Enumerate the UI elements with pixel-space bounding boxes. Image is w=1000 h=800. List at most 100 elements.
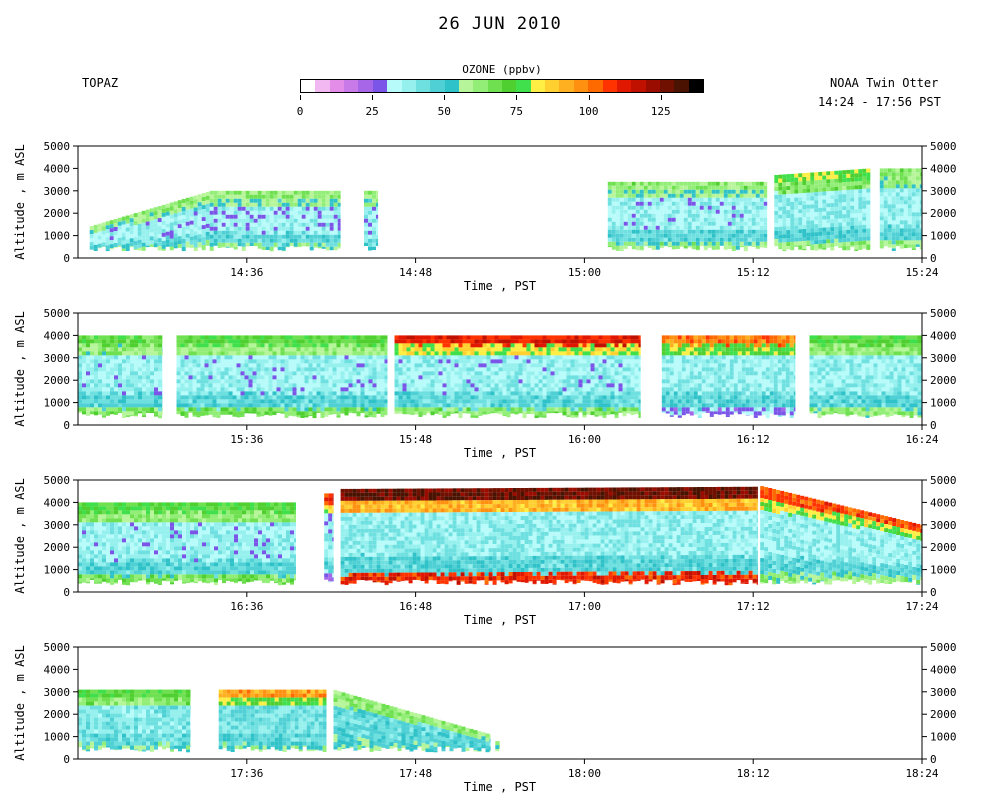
heatmap-cells: [89, 168, 922, 252]
x-tick-label: 15:48: [399, 433, 432, 446]
x-tick-label: 15:24: [905, 266, 938, 279]
y-tick-label-right: 1000: [930, 397, 957, 410]
x-tick-label: 16:12: [737, 433, 770, 446]
y-tick-label-left: 4000: [44, 496, 71, 509]
y-axis-label: Altitude , m ASL: [13, 311, 27, 427]
colorbar-swatch-21: [602, 80, 617, 92]
y-tick-label-right: 4000: [930, 496, 957, 509]
y-tick-label-right: 5000: [930, 641, 957, 654]
x-axis-label: Time , PST: [464, 780, 536, 794]
heatmap-cells: [78, 689, 500, 753]
colorbar-swatch-7: [401, 80, 416, 92]
y-tick-label-right: 4000: [930, 663, 957, 676]
colorbar-swatch-12: [473, 80, 488, 92]
chart-panel-1: 0 0 1000 1000 2000 2000 3000 3000 4000 4000 5000 50…: [13, 140, 957, 293]
y-tick-label-left: 1000: [44, 564, 71, 577]
y-tick-label-right: 5000: [930, 307, 957, 320]
chart-panel-2: 0 0 1000 1000 2000 2000 3000 3000 4000 4000 5000 50…: [13, 307, 957, 460]
y-tick-label-left: 3000: [44, 352, 71, 365]
y-tick-label-left: 0: [63, 753, 70, 766]
colorbar-swatch-25: [659, 80, 675, 92]
colorbar-swatch-8: [415, 80, 431, 92]
y-tick-label-left: 2000: [44, 708, 71, 721]
x-tick-label: 18:00: [568, 767, 601, 780]
colorbar-swatch-9: [430, 80, 445, 92]
x-tick-label: 15:36: [230, 433, 263, 446]
colorbar-tick-mark: [372, 95, 374, 100]
colorbar-swatch-26: [674, 80, 689, 92]
x-axis-label: Time , PST: [464, 446, 536, 460]
y-tick-label-right: 0: [930, 753, 937, 766]
plot-frame: [77, 479, 923, 593]
y-tick-label-left: 5000: [44, 140, 71, 153]
x-tick-label: 16:48: [399, 600, 432, 613]
x-tick-label: 16:00: [568, 433, 601, 446]
y-tick-label-right: 5000: [930, 474, 957, 487]
colorbar-tick-mark: [588, 95, 590, 100]
y-tick-label-right: 3000: [930, 519, 957, 532]
colorbar-swatch-18: [559, 80, 574, 92]
y-tick-label-left: 5000: [44, 474, 71, 487]
x-tick-label: 15:00: [568, 266, 601, 279]
x-tick-label: 18:12: [737, 767, 770, 780]
colorbar: [300, 79, 704, 93]
x-tick-label: 17:36: [230, 767, 263, 780]
colorbar-tick-mark: [300, 95, 301, 100]
colorbar-swatch-2: [329, 80, 345, 92]
y-tick-label-right: 2000: [930, 207, 957, 220]
colorbar-tick-label: 125: [650, 105, 671, 118]
x-tick-label: 16:24: [905, 433, 938, 446]
y-tick-label-left: 2000: [44, 374, 71, 387]
platform-label: NOAA Twin Otter: [830, 76, 939, 90]
y-tick-label-left: 0: [63, 586, 70, 599]
y-tick-label-right: 0: [930, 419, 937, 432]
colorbar-swatch-20: [588, 80, 603, 92]
colorbar-swatch-16: [530, 80, 546, 92]
y-tick-label-left: 2000: [44, 207, 71, 220]
chart-panel-4: 0 0 1000 1000 2000 2000 3000 3000 4000 4000 5000 50…: [13, 641, 957, 794]
heatmap-cells: [78, 335, 922, 419]
colorbar-swatch-17: [545, 80, 560, 92]
y-axis-label: Altitude , m ASL: [13, 144, 27, 260]
instrument-label: TOPAZ: [82, 76, 119, 90]
x-tick-label: 15:12: [737, 266, 770, 279]
y-tick-label-right: 3000: [930, 352, 957, 365]
colorbar-swatch-0: [301, 80, 316, 92]
time-range-label: 14:24 - 17:56 PST: [818, 95, 941, 109]
y-tick-label-left: 5000: [44, 307, 71, 320]
y-tick-label-left: 4000: [44, 663, 71, 676]
x-tick-label: 14:48: [399, 266, 432, 279]
y-tick-label-left: 1000: [44, 230, 71, 243]
y-tick-label-left: 3000: [44, 519, 71, 532]
x-tick-label: 17:48: [399, 767, 432, 780]
x-axis-label: Time , PST: [464, 613, 536, 627]
plot-frame: [77, 646, 923, 760]
colorbar-ticks: 0 25 50 75 100 125: [296, 95, 704, 121]
y-tick-label-left: 4000: [44, 162, 71, 175]
x-tick-label: 17:12: [737, 600, 770, 613]
plot-frame: [77, 312, 923, 426]
y-tick-label-right: 2000: [930, 541, 957, 554]
y-tick-label-right: 2000: [930, 708, 957, 721]
chart-panel-3: 0 0 1000 1000 2000 2000 3000 3000 4000 4000 5000 50…: [13, 474, 957, 627]
y-tick-label-left: 5000: [44, 641, 71, 654]
colorbar-tick-label: 75: [509, 105, 524, 118]
colorbar-swatch-27: [688, 80, 704, 92]
colorbar-swatch-1: [315, 80, 330, 92]
x-tick-label: 16:36: [230, 600, 263, 613]
y-tick-label-left: 4000: [44, 329, 71, 342]
heatmap-cells: [78, 486, 922, 586]
x-tick-label: 18:24: [905, 767, 938, 780]
colorbar-tick-label: 0: [296, 105, 304, 118]
x-axis-label: Time , PST: [464, 279, 536, 293]
page-title: 26 JUN 2010: [438, 14, 562, 34]
x-tick-label: 14:36: [230, 266, 263, 279]
colorbar-swatch-3: [344, 80, 359, 92]
y-tick-label-right: 2000: [930, 374, 957, 387]
colorbar-swatch-24: [645, 80, 660, 92]
colorbar-tick-label: 100: [578, 105, 599, 118]
y-tick-label-right: 5000: [930, 140, 957, 153]
y-axis-label: Altitude , m ASL: [13, 478, 27, 594]
y-tick-label-right: 1000: [930, 731, 957, 744]
